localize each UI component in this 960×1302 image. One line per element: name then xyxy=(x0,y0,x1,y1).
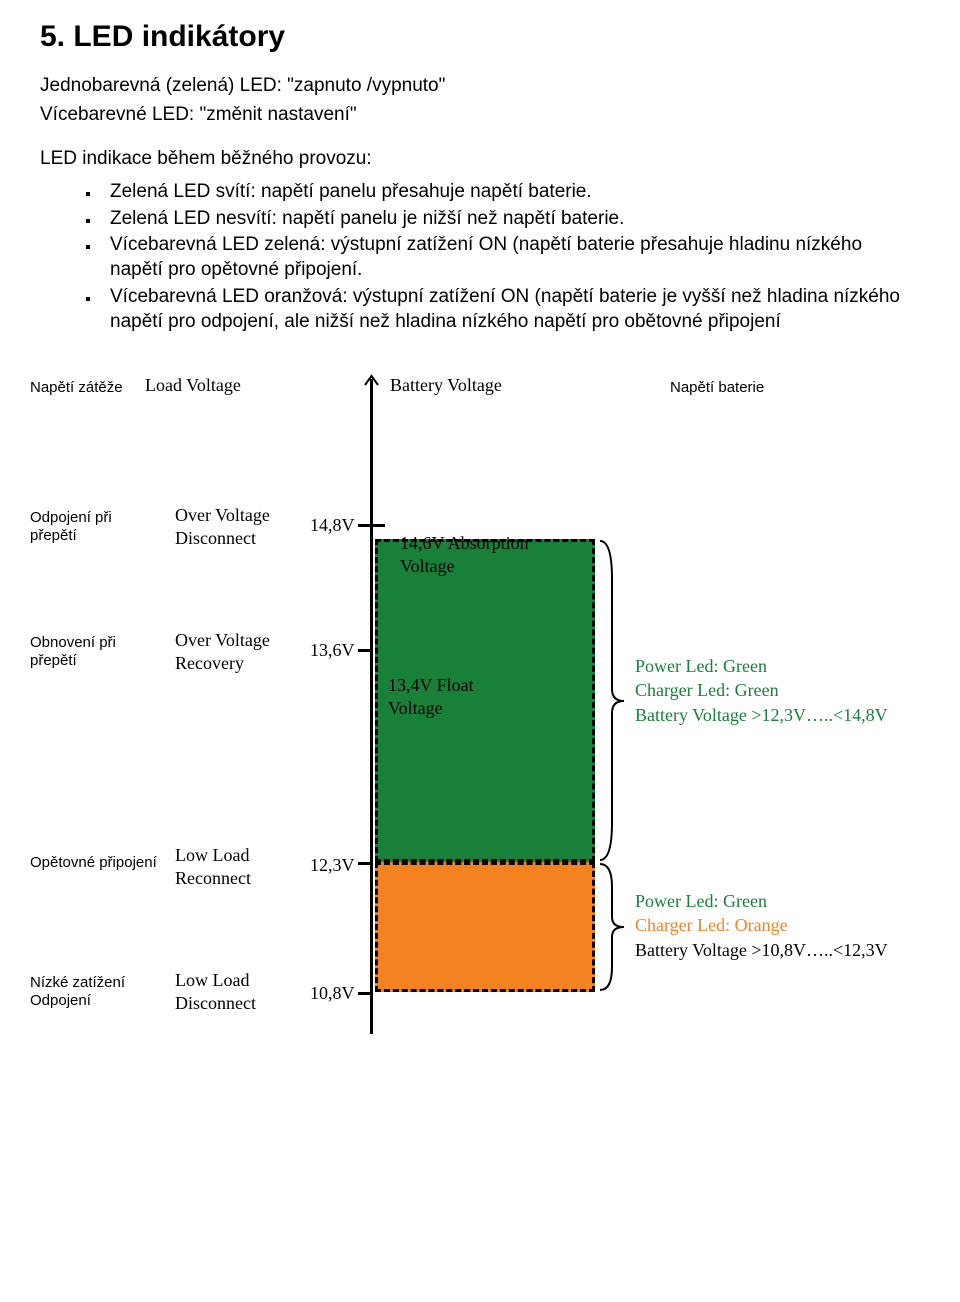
v-108: 10,8V xyxy=(310,982,355,1005)
ll-reconnect-en: Low Load Reconnect xyxy=(175,844,305,889)
page-heading: 5. LED indikátory xyxy=(40,20,920,54)
battery-voltage-cz: Napětí baterie xyxy=(670,379,764,397)
load-voltage-cz: Napětí zátěže xyxy=(30,379,123,397)
ov-disconnect-en: Over Voltage Disconnect xyxy=(175,504,305,549)
intro-line-2: Vícebarevné LED: "změnit nastavení" xyxy=(40,103,920,128)
orange-zone xyxy=(375,862,595,992)
float-label: 13,4V Float Voltage xyxy=(388,674,508,719)
green-legend: Power Led: Green Charger Led: Green Batt… xyxy=(635,654,945,727)
tick-136 xyxy=(358,649,370,652)
ll-disconnect-en: Low Load Disconnect xyxy=(175,969,305,1014)
ll-reconnect-cz: Opětovné připojení xyxy=(30,854,170,872)
tick-108 xyxy=(358,992,370,995)
green-line-3: Battery Voltage >12,3V…..<14,8V xyxy=(635,703,945,727)
tick-148 xyxy=(358,524,370,527)
tick-123 xyxy=(358,862,370,865)
bullet-item: Vícebarevná LED zelená: výstupní zatížen… xyxy=(100,233,920,282)
bullet-item: Zelená LED nesvítí: napětí panelu je niž… xyxy=(100,207,920,232)
axis-arrow-icon xyxy=(364,374,379,386)
tick-dash-148 xyxy=(373,524,385,527)
brace-orange-icon xyxy=(598,862,628,992)
green-line-1: Power Led: Green xyxy=(635,654,945,678)
orange-legend: Power Led: Green Charger Led: Orange Bat… xyxy=(635,889,945,962)
orange-line-1: Power Led: Green xyxy=(635,889,945,913)
intro-text: Jednobarevná (zelená) LED: "zapnuto /vyp… xyxy=(40,74,920,172)
ll-disconnect-cz: Nízké zatížení Odpojení xyxy=(30,974,150,1010)
v-148: 14,8V xyxy=(310,514,355,537)
absorption-label: 14,6V Absorption Voltage xyxy=(400,532,580,577)
v-123: 12,3V xyxy=(310,854,355,877)
load-voltage-en: Load Voltage xyxy=(145,374,241,397)
orange-line-3: Battery Voltage >10,8V…..<12,3V xyxy=(635,938,945,962)
v-136: 13,6V xyxy=(310,639,355,662)
battery-voltage-en: Battery Voltage xyxy=(390,374,502,397)
intro-line-3: LED indikace během běžného provozu: xyxy=(40,147,920,172)
bullet-item: Vícebarevná LED oranžová: výstupní zatíž… xyxy=(100,285,920,334)
voltage-diagram: Napětí zátěže Load Voltage Battery Volta… xyxy=(40,374,940,1034)
brace-green-icon xyxy=(598,539,628,862)
ov-recovery-en: Over Voltage Recovery xyxy=(175,629,305,674)
bullet-list: Zelená LED svítí: napětí panelu přesahuj… xyxy=(100,180,920,334)
green-line-2: Charger Led: Green xyxy=(635,678,945,702)
axis-line xyxy=(370,379,373,1034)
orange-line-2: Charger Led: Orange xyxy=(635,913,945,937)
intro-line-1: Jednobarevná (zelená) LED: "zapnuto /vyp… xyxy=(40,74,920,99)
ov-recovery-cz: Obnovení při přepětí xyxy=(30,634,130,670)
bullet-item: Zelená LED svítí: napětí panelu přesahuj… xyxy=(100,180,920,205)
ov-disconnect-cz: Odpojení při přepětí xyxy=(30,509,130,545)
